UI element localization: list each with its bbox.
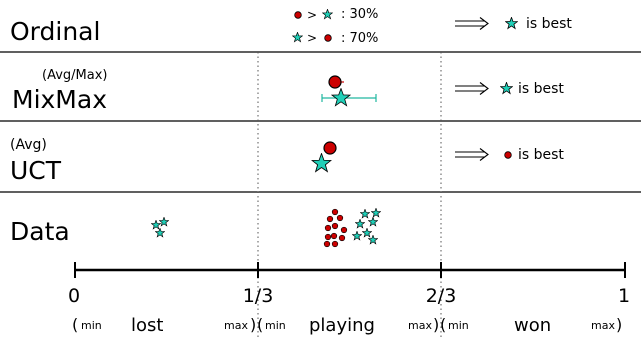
greater-than-symbol: > (307, 31, 317, 45)
greater-than-symbol: > (307, 8, 317, 22)
region-lost: ( min lost max ) (72, 315, 256, 336)
row-label-ordinal: Ordinal (10, 17, 100, 46)
tick-label: 2/3 (426, 285, 457, 307)
region-max-label: max (591, 319, 615, 332)
verdict-star-icon (505, 17, 518, 29)
pref-star-icon (292, 32, 303, 43)
region-min-label: min (81, 319, 102, 332)
uct-star-marker (311, 153, 332, 173)
tick-label: 1/3 (243, 285, 274, 307)
region-name: won (514, 315, 551, 336)
region-max-label: max (408, 319, 432, 332)
error-bar (321, 94, 377, 102)
pref1-text: : 30% (341, 7, 378, 22)
row-sublabel-uct: (Avg) (10, 137, 47, 153)
region-min-label: min (448, 319, 469, 332)
pref-circle-icon (294, 11, 302, 19)
row-label-uct: UCT (10, 156, 62, 185)
pref-circle-icon (324, 34, 332, 42)
pref-star-icon (322, 9, 333, 20)
verdict-text-ordinal: is best (526, 16, 572, 32)
tick-label: 0 (68, 285, 80, 307)
verdict-text-uct: is best (518, 147, 564, 163)
region-max-label: max (224, 319, 248, 332)
region-name: lost (131, 315, 163, 336)
verdict-text-mixmax: is best (518, 81, 564, 97)
implies-arrow-icon (455, 148, 489, 161)
region-close-paren: ) (433, 315, 439, 334)
row-label-data: Data (10, 217, 70, 246)
data-circles-playing (323, 208, 348, 248)
verdict-star-icon (500, 82, 513, 94)
pref2-text: : 70% (341, 31, 378, 46)
verdict-circle-icon (504, 151, 512, 159)
implies-arrow-icon (455, 82, 489, 95)
data-stars-won (352, 208, 381, 245)
data-stars-lost (151, 217, 169, 238)
region-close-paren: ) (616, 315, 622, 334)
implies-arrow-icon (455, 17, 489, 30)
region-open-paren: ( (440, 315, 446, 334)
region-min-label: min (265, 319, 286, 332)
tick-label: 1 (618, 285, 630, 307)
mixmax-star-marker (331, 88, 351, 107)
row-sublabel-mixmax: (Avg/Max) (42, 68, 107, 83)
region-open-paren: ( (257, 315, 263, 334)
region-open-paren: ( (72, 315, 78, 334)
mixmax-circle-marker (328, 75, 342, 89)
row-label-mixmax: MixMax (12, 85, 107, 114)
uct-circle-marker (323, 141, 337, 155)
region-close-paren: ) (250, 315, 256, 334)
region-name: playing (309, 315, 375, 336)
region-playing: ( min playing max ) (257, 315, 439, 336)
region-won: ( min won max ) (440, 315, 622, 336)
